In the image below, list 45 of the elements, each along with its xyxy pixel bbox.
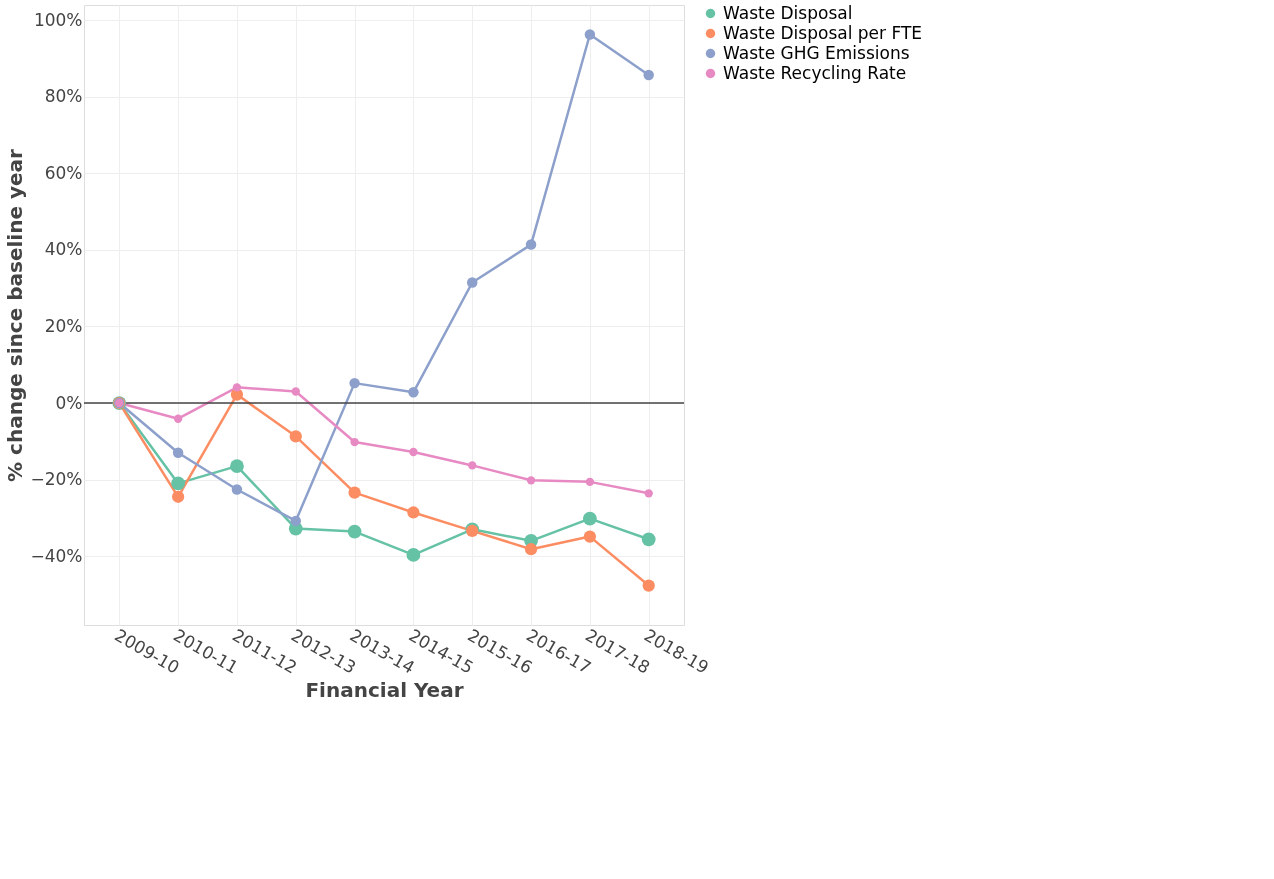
point [582,511,597,526]
y-tick-label: −20% [30,469,83,490]
point [524,543,538,556]
point [172,447,184,459]
point [406,548,421,562]
point [409,447,418,457]
point [348,486,361,499]
point [583,530,597,543]
point [350,437,359,447]
point [231,484,243,495]
point [171,490,185,503]
legend-label: Waste GHG Emissions [723,42,910,63]
point [642,579,655,592]
x-axis-title: Financial Year [305,677,464,702]
y-tick-label: 20% [44,315,83,336]
y-tick-label: 60% [44,162,83,183]
point [641,532,656,547]
legend-label: Waste Disposal per FTE [723,22,923,43]
point [526,476,536,485]
point [525,239,537,250]
y-tick-label: 80% [44,86,83,107]
point [230,459,244,474]
y-tick-label: 0% [55,392,83,413]
point [171,476,186,491]
y-axis-title: % change since baseline year [3,148,28,482]
point [407,506,420,519]
point [290,515,302,527]
point [173,414,183,423]
point [347,524,362,539]
point [291,387,300,396]
point [644,489,653,498]
point [232,383,242,392]
point [289,430,302,443]
point [466,277,478,288]
point [585,477,595,487]
legend-label: Waste Recycling Rate [723,62,907,83]
point [643,69,654,81]
point [584,29,596,40]
y-tick-label: 40% [44,239,83,260]
point [349,377,360,389]
point [408,387,419,398]
legend-label: Waste Disposal [723,2,853,23]
point [468,461,477,470]
y-tick-label: −40% [30,545,83,566]
y-tick-label: 100% [33,9,83,30]
